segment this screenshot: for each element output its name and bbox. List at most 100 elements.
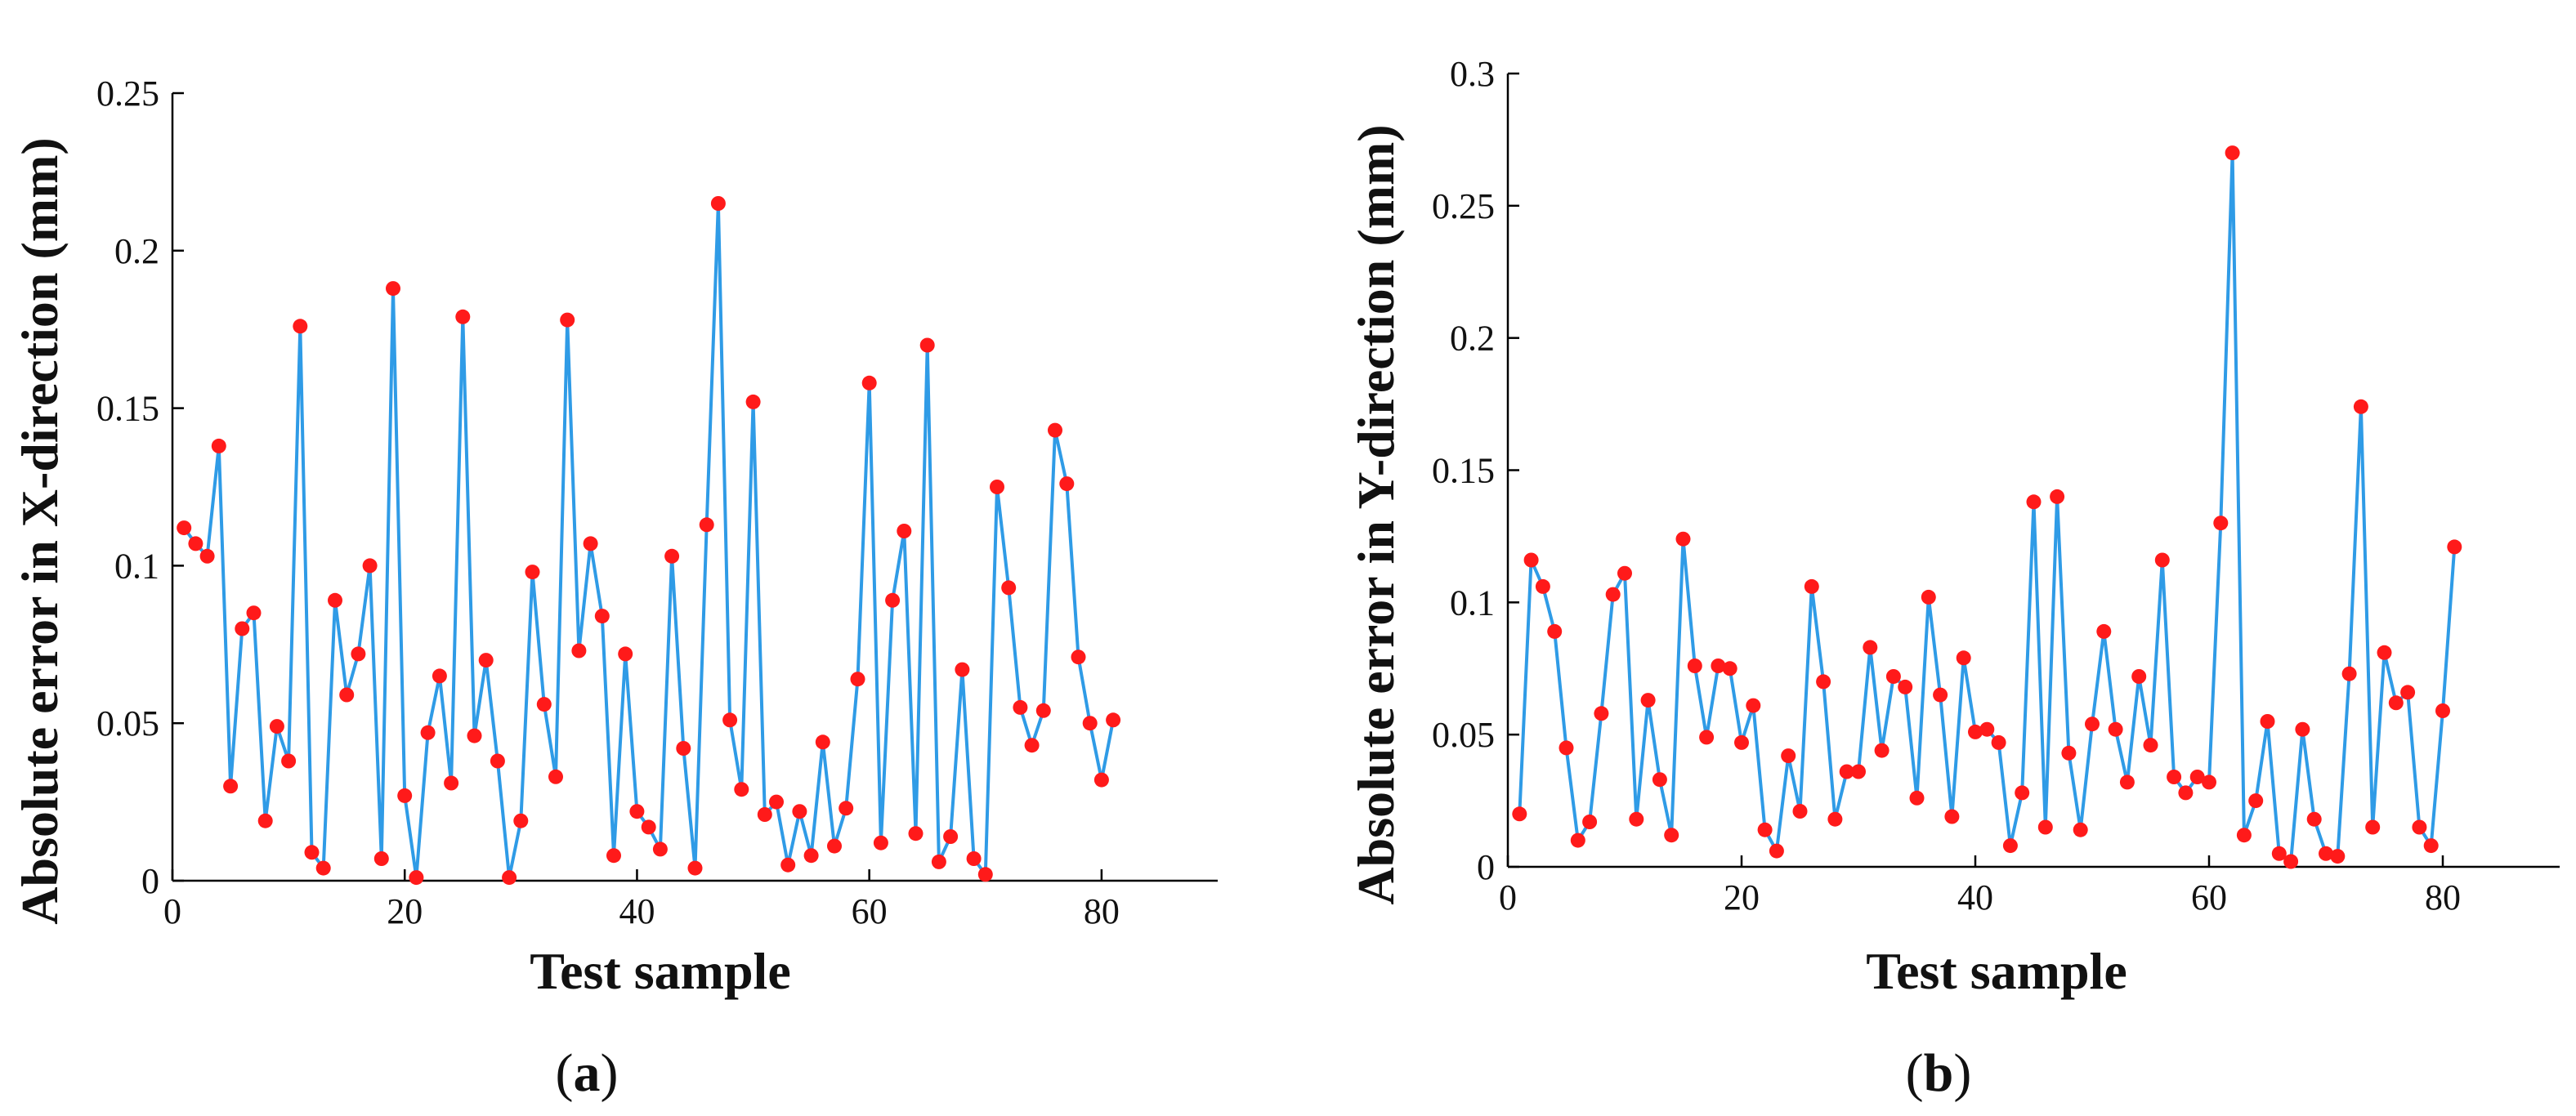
- y-tick-label-a: 0.15: [96, 389, 159, 429]
- y-tick-label-a: 0: [141, 861, 159, 901]
- axes-a: 0 20 40 60 80 0 0.05 0.1 0.15 0.2 0.25: [96, 74, 1218, 931]
- data-point-a: [397, 788, 413, 803]
- data-point-a: [1059, 476, 1075, 492]
- data-point-a: [722, 712, 738, 728]
- data-point-b: [2037, 819, 2053, 835]
- data-point-a: [1093, 772, 1109, 788]
- data-point-b: [1979, 721, 1995, 737]
- data-point-b: [2026, 494, 2042, 510]
- data-point-b: [2330, 849, 2346, 864]
- data-point-b: [1664, 828, 1679, 843]
- data-point-b: [2377, 645, 2392, 660]
- data-point-a: [908, 826, 924, 841]
- data-point-a: [861, 375, 877, 391]
- data-point-a: [188, 536, 203, 551]
- data-point-a: [502, 870, 517, 886]
- data-point-b: [1909, 790, 1925, 806]
- x-axis-title-a: Test sample: [530, 942, 790, 1000]
- panel-letter-a: a: [574, 1043, 601, 1103]
- data-point-b: [1512, 806, 1527, 822]
- data-point-b: [1885, 669, 1901, 684]
- data-point-b: [2002, 838, 2018, 854]
- data-point-b: [2365, 819, 2381, 835]
- x-tick-label-b: 40: [1957, 877, 1993, 917]
- y-tick-label-b: 0: [1477, 847, 1495, 887]
- data-point-a: [257, 813, 273, 828]
- data-point-b: [1535, 578, 1550, 594]
- x-tick-label-b: 60: [2191, 877, 2227, 917]
- data-point-a: [977, 867, 993, 882]
- data-point-a: [815, 734, 830, 750]
- data-point-b: [2260, 714, 2275, 729]
- data-point-b: [1711, 658, 1726, 673]
- data-point-a: [769, 794, 784, 810]
- y-tick-label-a: 0.2: [114, 231, 159, 271]
- data-point-a: [885, 592, 901, 608]
- data-point-a: [455, 309, 471, 324]
- data-point-a: [478, 653, 494, 668]
- data-point-b: [2202, 775, 2216, 790]
- data-point-a: [386, 281, 400, 297]
- y-tick-label-b: 0.3: [1450, 54, 1495, 94]
- data-point-b: [2225, 145, 2240, 161]
- data-point-b: [2167, 770, 2182, 784]
- y-tick-label-b: 0.05: [1432, 715, 1495, 755]
- data-point-b: [1792, 804, 1808, 819]
- x-tick-label-a: 0: [163, 891, 181, 931]
- data-point-a: [676, 741, 691, 756]
- data-point-a: [293, 319, 308, 334]
- data-point-a: [606, 848, 621, 864]
- data-point-b: [2073, 822, 2088, 837]
- data-point-b: [1605, 587, 1621, 602]
- data-point-a: [641, 819, 656, 835]
- data-point-b: [1629, 811, 1644, 827]
- data-point-a: [490, 753, 505, 769]
- data-point-b: [2143, 738, 2158, 753]
- data-point-a: [652, 841, 668, 857]
- data-point-b: [1863, 640, 1878, 655]
- data-point-b: [1851, 764, 1866, 779]
- y-tick-label-a: 0.25: [96, 74, 159, 114]
- data-point-a: [897, 524, 912, 538]
- x-tick-label-b: 80: [2425, 877, 2461, 917]
- data-point-b: [2353, 399, 2368, 414]
- data-point-a: [1048, 422, 1062, 438]
- data-point-a: [1106, 712, 1121, 728]
- axes-b: 0 20 40 60 80 0 0.05 0.1 0.15 0.2 0.25 0.3: [1432, 54, 2560, 917]
- data-point-b: [2108, 721, 2123, 737]
- data-point-a: [211, 438, 226, 453]
- data-point-a: [966, 851, 982, 866]
- data-points-b: [1512, 145, 2462, 869]
- x-tick-label-b: 0: [1499, 877, 1517, 917]
- data-point-a: [873, 835, 888, 850]
- data-point-b: [2189, 770, 2205, 784]
- chart-panel-b: 0 20 40 60 80 0 0.05 0.1 0.15 0.2 0.25 0.3 Test sam…: [1347, 54, 2560, 1103]
- data-point-a: [1082, 716, 1098, 731]
- data-point-a: [734, 782, 749, 797]
- data-point-b: [2178, 785, 2194, 801]
- data-point-a: [919, 337, 935, 353]
- data-point-b: [1652, 772, 1667, 788]
- data-point-a: [513, 813, 529, 828]
- data-point-b: [2423, 838, 2439, 854]
- y-tick-label-a: 0.1: [114, 546, 159, 586]
- panel-label-b: (b): [1906, 1043, 1972, 1103]
- data-point-a: [757, 807, 772, 822]
- data-point-b: [2154, 552, 2170, 568]
- panel-letter-b: b: [1924, 1043, 1954, 1103]
- data-point-b: [1804, 578, 1819, 594]
- data-point-b: [1921, 589, 1936, 605]
- data-point-b: [1769, 843, 1784, 859]
- x-tick-label-a: 40: [619, 891, 655, 931]
- data-point-a: [444, 775, 459, 791]
- data-points-a: [177, 196, 1121, 886]
- data-point-a: [432, 668, 447, 684]
- data-point-a: [235, 621, 250, 636]
- data-point-b: [1734, 734, 1749, 750]
- data-point-a: [803, 848, 819, 864]
- x-tick-label-a: 20: [387, 891, 423, 931]
- data-point-b: [2061, 745, 2077, 761]
- data-point-b: [1582, 815, 1598, 829]
- data-point-a: [467, 728, 482, 743]
- data-point-a: [745, 394, 761, 409]
